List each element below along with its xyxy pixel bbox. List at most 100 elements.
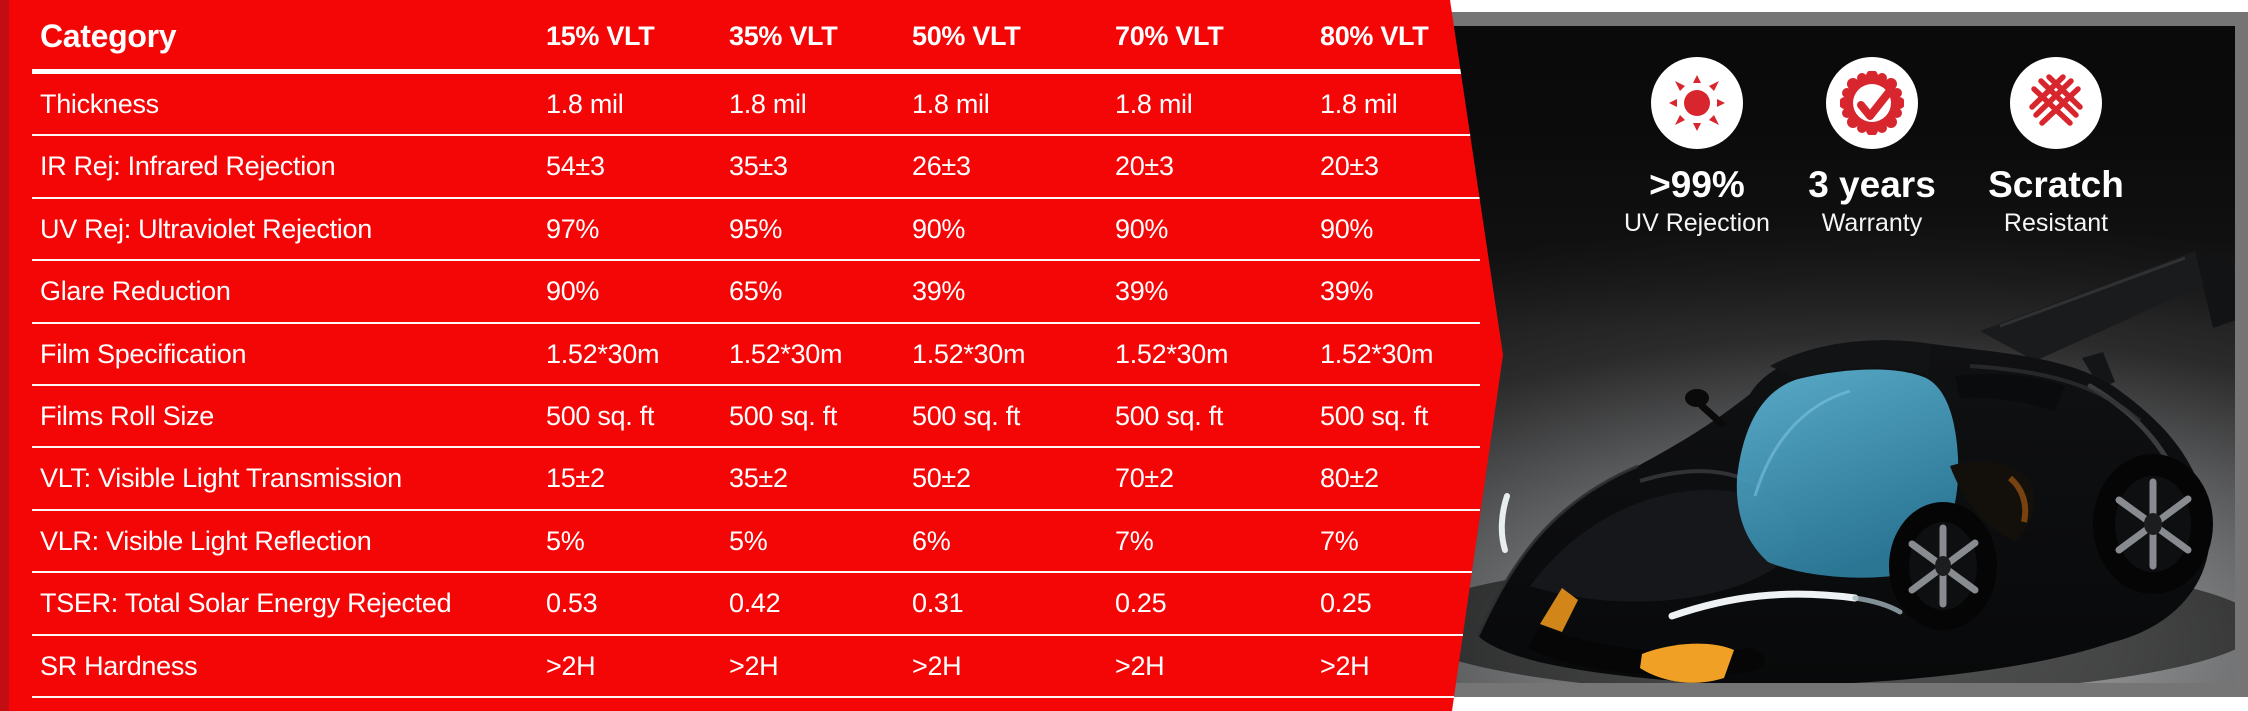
table-row: VLT: Visible Light Transmission 15±2 35±…: [32, 448, 1480, 511]
cell-value: >2H: [729, 650, 779, 681]
cell-value: 39%: [1115, 276, 1169, 307]
cell-value: 5%: [546, 525, 585, 556]
cell-value: 39%: [912, 276, 966, 307]
side-mirror: [1685, 389, 1726, 428]
badge-circle: [1826, 57, 1918, 149]
cell-value: 1.52*30m: [546, 338, 660, 369]
cell-value: 97%: [546, 213, 600, 244]
cell-value: 1.52*30m: [1115, 338, 1229, 369]
badge-warranty: 3 years Warranty: [1782, 57, 1962, 237]
row-label: Glare Reduction: [40, 276, 231, 307]
cell-value: 5%: [729, 525, 768, 556]
row-label: Thickness: [40, 89, 159, 119]
cell-value: 7%: [1320, 525, 1359, 556]
car-photo-frame: >99% UV Rejection: [1210, 12, 2248, 697]
column-header-50vlt: 50% VLT: [912, 21, 1021, 51]
scratch-icon: [2029, 74, 2083, 126]
cell-value: 1.8 mil: [546, 89, 624, 119]
rear-wheel: [2093, 454, 2213, 594]
sun-icon: [1669, 75, 1725, 131]
car-photo: >99% UV Rejection: [1210, 26, 2235, 683]
cell-value: 65%: [729, 276, 783, 307]
badge-title: Scratch: [1988, 164, 2124, 205]
cell-value: 1.8 mil: [1115, 89, 1193, 119]
table-row: Glare Reduction 90% 65% 39% 39% 39%: [32, 261, 1480, 324]
cell-value: 500 sq. ft: [729, 400, 838, 431]
cell-value: 500 sq. ft: [912, 400, 1021, 431]
category-header: Category: [40, 18, 177, 54]
table-row: Film Specification 1.52*30m 1.52*30m 1.5…: [32, 324, 1480, 386]
car-illustration: [1400, 251, 2235, 683]
cell-value: 500 sq. ft: [1320, 400, 1429, 431]
medal-check-icon: [1840, 71, 1904, 135]
cell-value: >2H: [912, 650, 962, 681]
cell-value: 1.52*30m: [912, 338, 1026, 369]
cell-value: 20±3: [1115, 151, 1174, 182]
column-header-80vlt: 80% VLT: [1320, 21, 1429, 51]
column-header-15vlt: 15% VLT: [546, 21, 655, 51]
cell-value: 6%: [912, 525, 951, 556]
cell-value: 35±3: [729, 151, 788, 182]
badge-circle: [2010, 57, 2102, 149]
cell-value: 0.25: [1115, 588, 1167, 619]
cell-value: 1.8 mil: [1320, 89, 1398, 119]
badge-subtitle: Warranty: [1821, 209, 1923, 237]
table-row: Films Roll Size 500 sq. ft 500 sq. ft 50…: [32, 386, 1480, 449]
badge-title: >99%: [1649, 164, 1745, 205]
cell-value: 0.25: [1320, 588, 1372, 619]
column-header-70vlt: 70% VLT: [1115, 21, 1224, 51]
badge-circle: [1651, 57, 1743, 149]
badge-uv-rejection: >99% UV Rejection: [1607, 57, 1787, 237]
cell-value: 7%: [1115, 525, 1154, 556]
cell-value: 15±2: [546, 463, 605, 494]
cell-value: 500 sq. ft: [1115, 400, 1224, 431]
cell-value: >2H: [546, 650, 596, 681]
front-wheel: [1889, 502, 1997, 630]
cell-value: 90%: [912, 213, 966, 244]
cell-value: 1.8 mil: [912, 89, 990, 119]
table-body: Thickness 1.8 mil 1.8 mil 1.8 mil 1.8 mi…: [32, 74, 1480, 698]
cell-value: 80±2: [1320, 463, 1379, 494]
cell-value: 0.53: [546, 588, 598, 619]
badge-subtitle: UV Rejection: [1624, 209, 1770, 237]
cell-value: >2H: [1115, 650, 1165, 681]
table-row: IR Rej: Infrared Rejection 54±3 35±3 26±…: [32, 136, 1480, 199]
headlights: [1498, 493, 1903, 620]
row-label: TSER: Total Solar Energy Rejected: [40, 588, 452, 619]
cell-value: >2H: [1320, 650, 1370, 681]
row-label: UV Rej: Ultraviolet Rejection: [40, 213, 372, 244]
left-edge-accent: [0, 0, 9, 711]
table-row: Thickness 1.8 mil 1.8 mil 1.8 mil 1.8 mi…: [32, 74, 1480, 137]
spec-table: Category 15% VLT 35% VLT 50% VLT 70% VLT…: [32, 0, 1480, 698]
row-label: VLR: Visible Light Reflection: [40, 525, 372, 556]
cell-value: 54±3: [546, 151, 605, 182]
badge-title: 3 years: [1808, 164, 1936, 205]
cell-value: 95%: [729, 213, 783, 244]
cell-value: 39%: [1320, 276, 1374, 307]
row-label: VLT: Visible Light Transmission: [40, 463, 402, 494]
row-label: Films Roll Size: [40, 400, 215, 431]
cell-value: 90%: [1115, 213, 1169, 244]
cell-value: 0.42: [729, 588, 781, 619]
table-row: SR Hardness >2H >2H >2H >2H >2H: [32, 636, 1480, 698]
cell-value: 1.52*30m: [729, 338, 843, 369]
cell-value: 90%: [1320, 213, 1374, 244]
column-header-35vlt: 35% VLT: [729, 21, 838, 51]
cell-value: 20±3: [1320, 151, 1379, 182]
cell-value: 0.31: [912, 588, 964, 619]
cell-value: 90%: [546, 276, 600, 307]
cell-value: 1.52*30m: [1320, 338, 1434, 369]
cell-value: 500 sq. ft: [546, 400, 655, 431]
badge-scratch-resistant: Scratch Resistant: [1966, 57, 2146, 237]
table-header-row: Category 15% VLT 35% VLT 50% VLT 70% VLT…: [32, 0, 1480, 74]
badge-subtitle: Resistant: [2003, 209, 2109, 237]
table-row: TSER: Total Solar Energy Rejected 0.53 0…: [32, 573, 1480, 636]
cell-value: 26±3: [912, 151, 971, 182]
cell-value: 1.8 mil: [729, 89, 807, 119]
table-row: UV Rej: Ultraviolet Rejection 97% 95% 90…: [32, 199, 1480, 262]
cell-value: 50±2: [912, 463, 971, 494]
row-label: IR Rej: Infrared Rejection: [40, 151, 336, 182]
row-label: Film Specification: [40, 338, 247, 369]
